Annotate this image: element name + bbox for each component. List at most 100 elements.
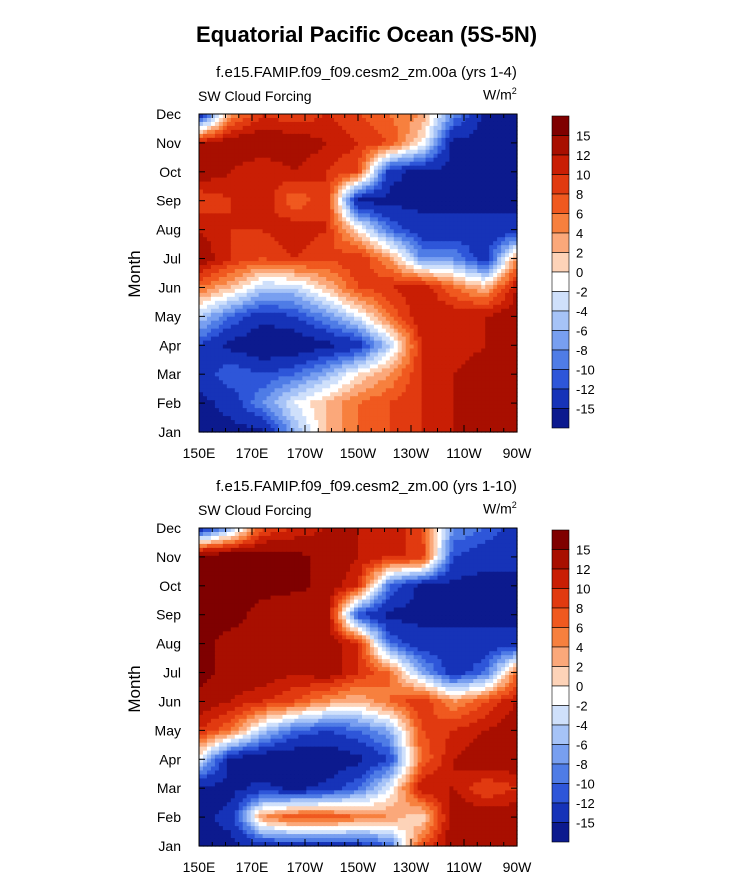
heatmap-cell xyxy=(497,352,502,358)
heatmap-cell xyxy=(266,177,272,183)
heatmap-cell xyxy=(425,161,431,167)
heatmap-cell xyxy=(513,269,518,274)
heatmap-cell xyxy=(322,320,327,326)
panel-1-units-label: W/m2 xyxy=(483,86,517,103)
heatmap-cell xyxy=(433,280,439,286)
heatmap-cell xyxy=(365,121,371,127)
heatmap-cell xyxy=(286,348,292,354)
heatmap-cell xyxy=(477,229,482,234)
heatmap-cell xyxy=(310,288,315,294)
heatmap-cell xyxy=(230,141,236,147)
heatmap-cell xyxy=(393,249,399,254)
heatmap-cell xyxy=(230,185,236,191)
heatmap-cell xyxy=(417,213,423,218)
heatmap-cell xyxy=(218,352,224,358)
heatmap-cell xyxy=(274,332,280,338)
heatmap-cell xyxy=(298,129,303,135)
heatmap-cell xyxy=(409,257,415,262)
heatmap-cell xyxy=(433,165,439,171)
heatmap-cell xyxy=(489,245,494,250)
heatmap-cell xyxy=(465,340,470,346)
heatmap-cell xyxy=(254,229,260,234)
heatmap-cell xyxy=(461,344,466,350)
heatmap-cell xyxy=(405,141,411,147)
heatmap-cell xyxy=(465,324,470,330)
heatmap-cell xyxy=(433,340,439,346)
heatmap-cell xyxy=(234,332,240,338)
heatmap-cell xyxy=(199,114,204,119)
heatmap-cell xyxy=(334,133,339,139)
heatmap-cell xyxy=(330,269,335,274)
heatmap-cell xyxy=(437,197,443,203)
heatmap-cell xyxy=(282,265,288,270)
heatmap-cell xyxy=(282,253,288,258)
heatmap-cell xyxy=(465,249,470,254)
heatmap-cell xyxy=(218,292,224,298)
heatmap-cell xyxy=(449,197,455,203)
heatmap-cell xyxy=(421,352,427,358)
heatmap-cell xyxy=(230,280,236,286)
heatmap-cell xyxy=(473,352,478,358)
heatmap-cell xyxy=(465,352,470,358)
heatmap-cell xyxy=(469,169,474,175)
heatmap-cell xyxy=(493,280,498,286)
heatmap-cell xyxy=(246,245,252,250)
heatmap-cell xyxy=(381,197,387,203)
heatmap-cell xyxy=(433,177,439,183)
heatmap-cell xyxy=(473,296,478,302)
heatmap-cell xyxy=(202,193,208,199)
heatmap-cell xyxy=(453,241,458,246)
heatmap-cell xyxy=(493,308,498,314)
heatmap-cell xyxy=(206,189,212,195)
heatmap-cell xyxy=(397,141,403,147)
heatmap-cell xyxy=(306,149,311,155)
heatmap-cell xyxy=(401,137,407,143)
heatmap-cell xyxy=(334,261,339,266)
heatmap-cell xyxy=(254,221,260,226)
heatmap-cell xyxy=(501,288,506,294)
heatmap-cell xyxy=(342,292,347,298)
heatmap-cell xyxy=(290,360,296,366)
heatmap-cell xyxy=(385,276,391,282)
heatmap-cell xyxy=(421,161,427,167)
heatmap-cell xyxy=(425,340,431,346)
heatmap-cell xyxy=(365,169,371,175)
heatmap-cell xyxy=(469,288,474,294)
heatmap-cell xyxy=(481,161,486,167)
heatmap-cell xyxy=(246,165,252,171)
heatmap-cell xyxy=(270,296,276,302)
heatmap-cell xyxy=(298,117,303,123)
heatmap-cell xyxy=(509,233,514,238)
heatmap-cell xyxy=(405,284,411,290)
heatmap-cell xyxy=(246,117,252,123)
heatmap-cell xyxy=(449,209,455,214)
heatmap-cell xyxy=(461,253,466,258)
heatmap-cell xyxy=(453,340,458,346)
heatmap-cell xyxy=(294,360,299,366)
heatmap-cell xyxy=(278,205,284,211)
heatmap-cell xyxy=(358,165,363,171)
heatmap-cell xyxy=(322,284,327,290)
heatmap-cell xyxy=(469,165,474,171)
heatmap-cell xyxy=(218,137,224,143)
heatmap-cell xyxy=(342,213,347,218)
heatmap-cell xyxy=(306,265,311,270)
heatmap-cell xyxy=(342,157,347,163)
heatmap-cell xyxy=(266,153,272,159)
heatmap-cell xyxy=(481,300,486,306)
heatmap-cell xyxy=(405,340,411,346)
heatmap-cell xyxy=(258,269,264,274)
heatmap-cell xyxy=(306,181,311,187)
heatmap-cell xyxy=(254,320,260,326)
heatmap-cell xyxy=(425,304,431,310)
heatmap-cell xyxy=(302,137,307,143)
heatmap-cell xyxy=(465,320,470,326)
heatmap-cell xyxy=(509,221,514,226)
heatmap-cell xyxy=(218,265,224,270)
heatmap-cell xyxy=(417,316,423,322)
heatmap-cell xyxy=(242,217,248,222)
heatmap-cell xyxy=(397,273,403,278)
heatmap-cell xyxy=(266,304,272,310)
heatmap-cell xyxy=(302,360,307,366)
heatmap-cell xyxy=(417,173,423,179)
